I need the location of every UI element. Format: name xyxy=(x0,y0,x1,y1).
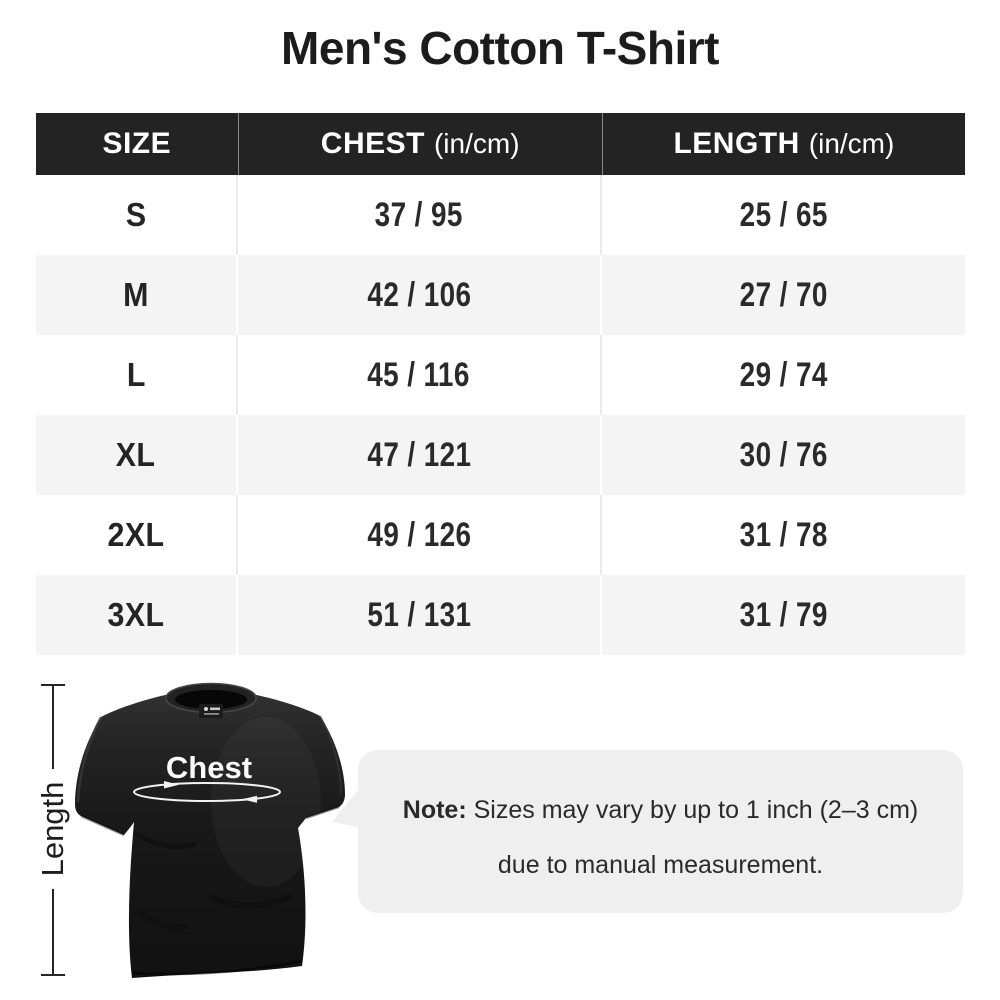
header-cell-length: LENGTH (in/cm) xyxy=(601,113,965,175)
cell-size: 2XL xyxy=(36,495,238,575)
shirt-wrinkle xyxy=(138,910,189,930)
cell-chest: 45 / 116 xyxy=(238,335,602,415)
header-size-label: SIZE xyxy=(102,127,172,160)
length-dimension-cap-bottom xyxy=(41,974,65,976)
header-cell-chest: CHEST (in/cm) xyxy=(237,113,602,175)
table-row: 3XL 51 / 131 31 / 79 xyxy=(36,575,965,655)
cell-length: 25 / 65 xyxy=(739,195,828,234)
chest-label: Chest xyxy=(166,750,252,785)
bottom-hem-seam xyxy=(131,959,303,976)
cell-size: M xyxy=(36,255,238,335)
page-title: Men's Cotton T-Shirt xyxy=(281,22,719,74)
table-row: S 37 / 95 25 / 65 xyxy=(36,175,965,255)
header-length-label: LENGTH xyxy=(673,127,800,160)
tshirt-image: Chest xyxy=(75,682,345,978)
note-text-1: Sizes may vary by up to 1 inch (2–3 cm) xyxy=(473,796,919,824)
note-prefix: Note: xyxy=(402,796,467,824)
cell-length: 31 / 78 xyxy=(739,515,828,554)
cell-size: S xyxy=(36,175,238,255)
cell-size: XL xyxy=(36,415,238,495)
chest-measure-ellipse xyxy=(133,782,281,802)
cell-length: 29 / 74 xyxy=(739,355,828,394)
table-row: 2XL 49 / 126 31 / 78 xyxy=(36,495,965,575)
cell-size: 3XL xyxy=(36,575,238,655)
cell-chest: 49 / 126 xyxy=(238,495,602,575)
note-line-2: due to manual measurement. xyxy=(497,851,824,879)
shirt-highlight xyxy=(211,717,321,887)
header-chest-label: CHEST xyxy=(320,127,425,160)
cell-length: 31 / 79 xyxy=(739,595,828,634)
size-table: SIZE CHEST (in/cm) LENGTH (in/cm) S 37 /… xyxy=(36,113,965,655)
sleeve-highlight xyxy=(319,715,342,795)
table-row: XL 47 / 121 30 / 76 xyxy=(36,415,965,495)
cell-chest: 42 / 106 xyxy=(238,255,602,335)
cell-chest: 51 / 131 xyxy=(238,575,602,655)
header-cell-size: SIZE xyxy=(36,113,238,175)
length-dimension-line xyxy=(52,889,54,974)
tshirt-body xyxy=(75,694,345,978)
sleeve-highlight xyxy=(76,716,103,803)
note-bubble: Note: Sizes may vary by up to 1 inch (2–3… xyxy=(358,750,963,913)
length-label: Length xyxy=(35,781,70,877)
chest-arrow-right-icon xyxy=(164,781,179,789)
collar-opening xyxy=(175,690,247,709)
sleeve-hem-seam xyxy=(305,805,340,820)
table-body: S 37 / 95 25 / 65 M 42 / 106 27 / 70 L 4… xyxy=(36,175,965,655)
shirt-wrinkle xyxy=(132,829,196,849)
neck-label xyxy=(199,704,223,718)
table-header-row: SIZE CHEST (in/cm) LENGTH (in/cm) xyxy=(36,113,965,175)
chest-arrow-left-icon xyxy=(242,795,257,803)
table-row: M 42 / 106 27 / 70 xyxy=(36,255,965,335)
cell-length: 27 / 70 xyxy=(739,275,828,314)
header-length-unit: (in/cm) xyxy=(808,128,895,159)
note-bubble-tail xyxy=(332,784,363,828)
shirt-wrinkle xyxy=(208,893,294,909)
note-line-1: Note: Sizes may vary by up to 1 inch (2–3… xyxy=(403,795,918,825)
header-chest-unit: (in/cm) xyxy=(433,128,520,159)
cell-size: L xyxy=(36,335,238,415)
cell-chest: 37 / 95 xyxy=(238,175,602,255)
sleeve-hem-seam xyxy=(80,814,125,837)
cell-length: 30 / 76 xyxy=(739,435,828,474)
cell-chest: 47 / 121 xyxy=(238,415,602,495)
length-dimension-line xyxy=(52,685,54,769)
table-row: L 45 / 116 29 / 74 xyxy=(36,335,965,415)
